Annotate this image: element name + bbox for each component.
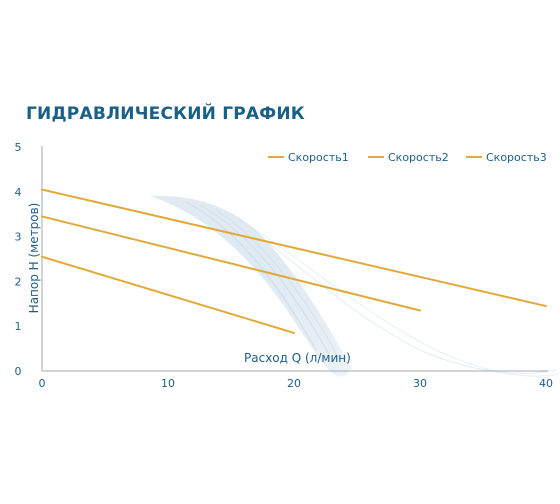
y-tick-label: 1 xyxy=(15,320,22,333)
y-tick-label: 5 xyxy=(15,141,22,154)
series-line-1 xyxy=(41,255,295,334)
legend-label: Скорость2 xyxy=(388,151,449,164)
y-axis-label: Напор H (метров) xyxy=(27,203,41,314)
series-line-3 xyxy=(41,188,547,308)
x-tick-label: 0 xyxy=(39,377,46,390)
y-tick-label: 3 xyxy=(15,231,22,244)
x-tick-label: 20 xyxy=(287,377,301,390)
legend-label: Скорость3 xyxy=(486,151,547,164)
x-tick-label: 40 xyxy=(539,377,553,390)
x-axis-label: Расход Q (л/мин) xyxy=(244,351,351,365)
x-tick-label: 10 xyxy=(161,377,175,390)
chart-title: ГИДРАВЛИЧЕСКИЙ ГРАФИК xyxy=(26,104,305,124)
y-tick-label: 4 xyxy=(15,186,22,199)
y-tick-label: 2 xyxy=(15,275,22,288)
series-line-2 xyxy=(41,215,421,312)
x-tick-label: 30 xyxy=(413,377,427,390)
y-tick-label: 0 xyxy=(15,365,22,378)
legend-label: Скорость1 xyxy=(288,151,349,164)
decorative-swoosh xyxy=(150,195,559,377)
